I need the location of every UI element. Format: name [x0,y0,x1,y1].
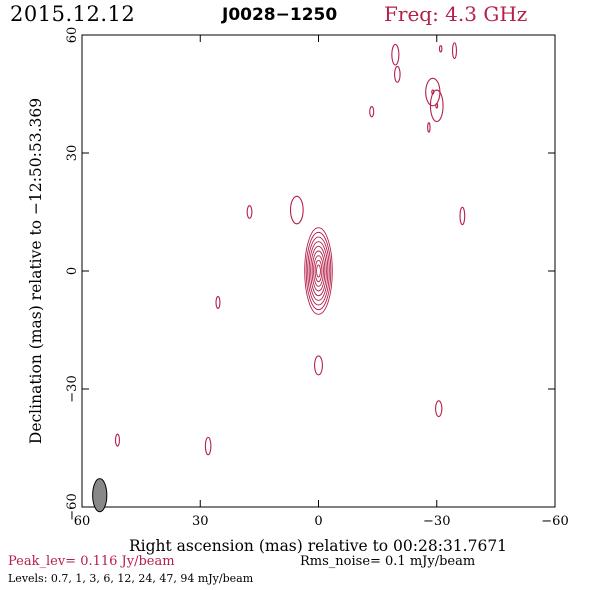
contour-ellipse [425,77,441,107]
x-axis-label: Right ascension (mas) relative to 00:28:… [129,537,507,555]
contour-ellipse [435,400,443,418]
contour-ellipse [304,227,333,315]
contour-ellipse [314,355,323,376]
peak-level-label: Peak_lev= 0.116 Jy/beam [8,554,175,569]
source-name: J0028−1250 [222,5,338,25]
axis-ticks [81,34,556,508]
x-tick-label: −30 [423,514,450,529]
contour-ellipse [313,255,324,287]
contour-ellipse [438,45,443,53]
x-tick-label: 0 [314,514,322,529]
beam-ellipse-group [92,478,108,513]
contour-ellipse [311,250,326,292]
contour-components [114,42,466,456]
y-tick-label: 60 [65,27,80,44]
contour-ellipse [369,106,375,118]
rms-noise-label: Rms_noise= 0.1 mJy/beam [300,554,476,569]
contour-ellipse [308,241,329,301]
contour-ellipse [204,436,212,456]
contour-ellipse [394,65,401,83]
contour-ellipse [451,42,458,60]
plot-frame [81,34,556,508]
contour-ellipse [305,231,332,311]
contour-ellipse [314,259,323,283]
contour-ellipse [427,122,431,133]
observation-date: 2015.12.12 [10,2,136,26]
contour-ellipse [459,206,466,226]
contour-ellipse [429,89,444,123]
contour-ellipse [310,245,327,297]
x-tick-label: 60 [74,514,91,529]
beam-ellipse [92,478,108,513]
contour-ellipse [289,195,304,225]
contour-ellipse [215,296,221,309]
contour-ellipse [114,433,120,447]
contour-levels-label: Levels: 0.7, 1, 3, 6, 12, 24, 47, 94 mJy… [8,572,254,585]
contour-ellipse [307,236,330,306]
contour-ellipse [316,264,321,278]
x-tick-label: 30 [192,514,209,529]
axis-tick-labels: 60 30 0 −30 −60 −60 −30 0 30 60 [65,27,569,529]
y-axis-label: Declination (mas) relative to −12:50:53.… [27,98,45,444]
frequency-label: Freq: 4.3 GHz [384,2,528,26]
y-tick-label: −60 [65,493,80,520]
y-tick-label: 30 [65,145,80,162]
contour-ellipse [246,205,253,219]
contour-ellipse [391,43,400,66]
x-tick-label: −60 [541,514,568,529]
y-tick-label: −30 [65,375,80,402]
y-tick-label: 0 [65,267,80,275]
contour-ellipse [435,103,439,109]
